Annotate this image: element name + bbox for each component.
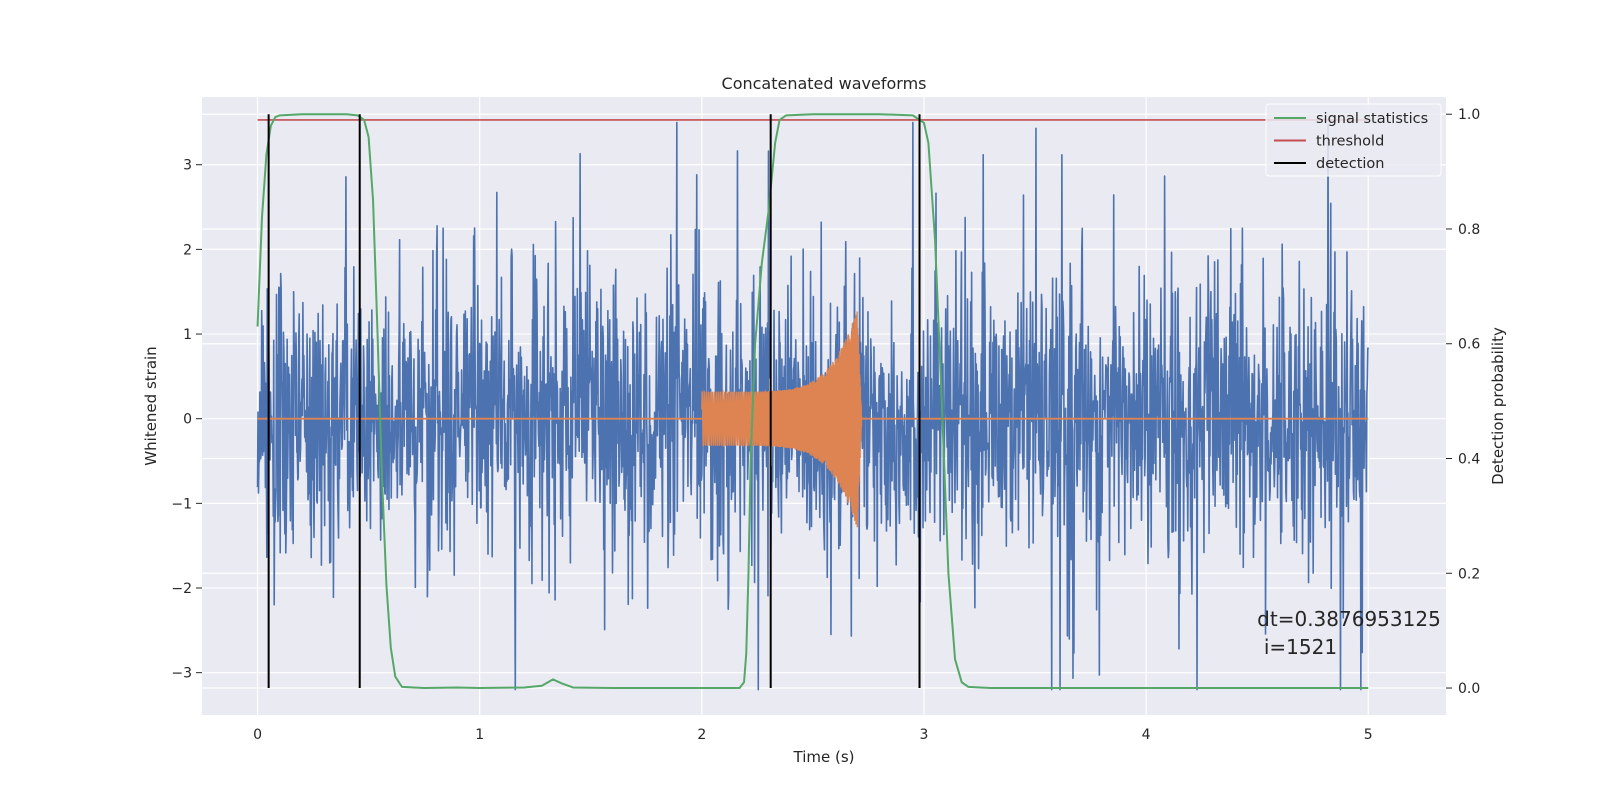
y-left-tick-label: 2 [183,242,192,258]
noise-line [256,121,1370,691]
y-left-tick-label: 0 [183,412,192,428]
noise-series [256,121,1370,691]
y-right-tick-label: 0.0 [1458,681,1480,697]
y-left-tick-label: 3 [183,158,192,174]
y-left-tick-label: −2 [171,581,192,597]
x-tick-label: 5 [1364,727,1373,743]
x-axis-label: Time (s) [793,748,855,766]
y-right-tick-label: 1.0 [1458,107,1480,123]
y-right-tick-label: 0.2 [1458,566,1480,582]
x-tick-label: 4 [1142,727,1151,743]
injected-waveform-series [257,311,1369,528]
annotation-text: dt=0.3876953125 [1257,607,1441,631]
x-tick-label: 2 [697,727,706,743]
y-right-tick-label: 0.4 [1458,452,1480,468]
overlay-series [256,113,1369,690]
annotation-text: i=1521 [1264,635,1337,659]
y-left-tick-label: −3 [171,666,192,682]
legend-label: signal statistics [1316,111,1428,127]
y-right-tick-label: 0.8 [1458,222,1480,238]
y-right-tick-label: 0.6 [1458,337,1480,353]
legend-label: detection [1316,156,1384,172]
y-left-tick-label: 1 [183,327,192,343]
legend-box [1265,103,1442,177]
injected-chirp [701,311,863,528]
chart-title: Concatenated waveforms [722,74,927,93]
ticks: 0 1 2 3 4 5 −3 −2 −1 0 1 2 3 0.0 0.2 0.4 0.6 0.8 1.0 [171,107,1480,743]
legend-label: threshold [1316,134,1384,150]
signal-statistics-line [256,113,1369,690]
y-left-tick-label: −1 [171,496,192,512]
x-tick-label: 0 [253,727,262,743]
legend: signal statistics threshold detection [1265,103,1442,177]
y-axis-label-right: Detection probability [1489,327,1507,485]
x-tick-label: 1 [475,727,484,743]
plot-area [256,113,1370,691]
y-axis-label-left: Whitened strain [142,346,160,465]
x-tick-label: 3 [920,727,929,743]
annotations: dt=0.3876953125 i=1521 [1257,607,1441,659]
